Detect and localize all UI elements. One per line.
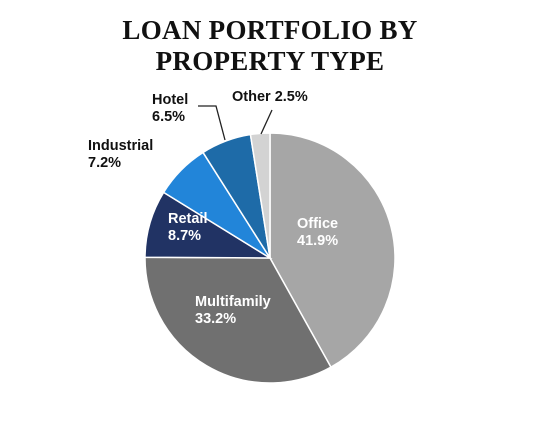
- data-label-hotel: Hotel 6.5%: [152, 92, 188, 125]
- data-label-multifamily: Multifamily 33.2%: [195, 294, 271, 327]
- data-label-industrial: Industrial 7.2%: [88, 138, 153, 171]
- leader-line-hotel: [198, 105, 226, 141]
- chart-title-line-2: PROPERTY TYPE: [155, 46, 385, 76]
- data-label-office: Office 41.9%: [297, 216, 338, 249]
- pie-slice-multifamily: [144, 256, 332, 384]
- pie-slice-other: [249, 132, 271, 259]
- chart-title-line-1: LOAN PORTFOLIO BY: [122, 15, 418, 45]
- pie-slice-office: [269, 132, 396, 369]
- data-label-retail: Retail 8.7%: [168, 211, 208, 244]
- data-label-other: Other 2.5%: [232, 89, 308, 105]
- leader-line-other: [260, 109, 273, 135]
